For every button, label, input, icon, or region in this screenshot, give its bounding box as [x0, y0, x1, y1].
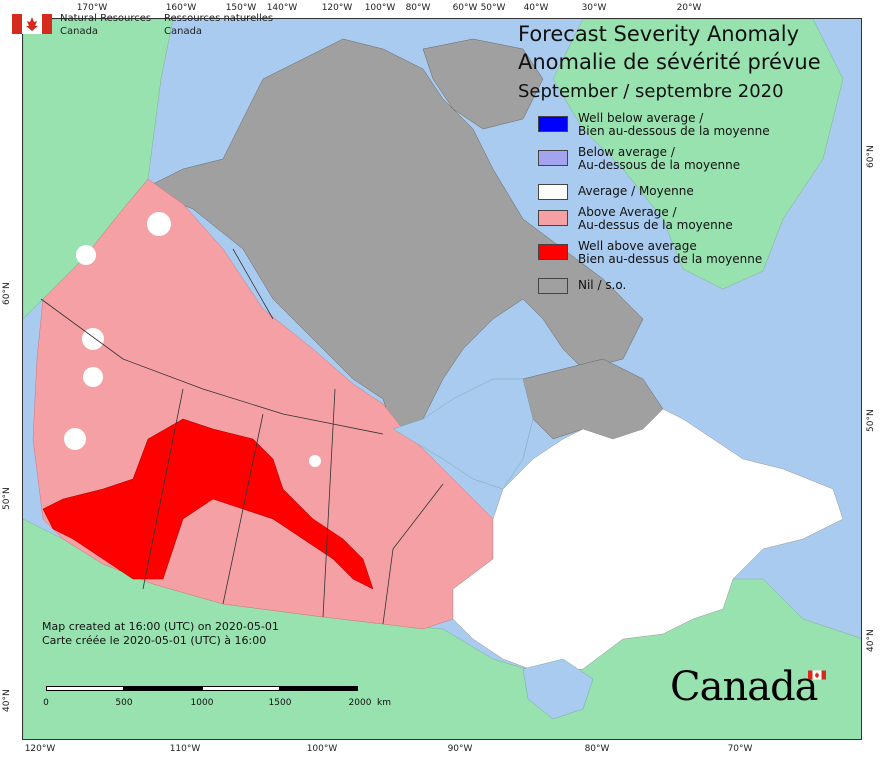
top-tick-label: 40°W — [523, 3, 549, 13]
legend-label: Nil / s.o. — [578, 278, 627, 292]
legend-label: Below average / Au-dessous de la moyenne — [578, 145, 741, 172]
scale-bar: 0 500 1000 1500 2000 km — [24, 686, 391, 716]
department-header: Natural Resources Canada Ressources natu… — [12, 12, 312, 42]
bottom-tick-label: 100°W — [306, 744, 338, 754]
bottom-tick-label: 70°W — [727, 744, 753, 754]
scale-segment — [46, 686, 124, 691]
nil-region-baffin — [422, 38, 544, 130]
top-tick-label: 80°W — [405, 3, 431, 13]
legend-item: Well above average Bien au-dessus de la m… — [538, 240, 838, 274]
department-english-line: Canada — [60, 26, 99, 37]
legend-item: Above Average / Au-dessus de la moyenne — [538, 206, 838, 240]
department-french-line: Ressources naturelles — [164, 13, 274, 24]
average-region — [452, 408, 844, 675]
scale-unit: km — [377, 698, 391, 708]
top-tick-label: 50°W — [480, 3, 506, 13]
legend: Well below average / Bien au-dessous de l… — [538, 112, 838, 300]
department-french-line: Canada — [164, 26, 203, 37]
legend-item: Average / Moyenne — [538, 180, 838, 206]
legend-swatch — [538, 116, 568, 132]
legend-swatch — [538, 184, 568, 200]
scale-label: 500 — [115, 698, 133, 708]
legend-swatch — [538, 210, 568, 226]
nil-region-labrador — [522, 358, 664, 440]
legend-item: Well below average / Bien au-dessous de l… — [538, 112, 838, 146]
legend-label: Average / Moyenne — [578, 184, 694, 198]
department-english-line: Natural Resources — [60, 13, 152, 24]
bottom-tick-label: 120°W — [24, 744, 56, 754]
title-english: Forecast Severity Anomaly — [518, 22, 800, 46]
top-tick-label: 100°W — [364, 3, 396, 13]
canada-wordmark: Canada — [670, 664, 819, 710]
legend-swatch — [538, 244, 568, 260]
left-tick-label: 40°N — [2, 689, 12, 712]
credit-french: Carte créée le 2020-05-01 (UTC) à 16:00 — [42, 634, 267, 647]
title-period: September / septembre 2020 — [518, 81, 784, 102]
hudson-bay — [392, 378, 534, 490]
scale-label: 1000 — [190, 698, 214, 708]
top-tick-label: 160°W — [165, 3, 197, 13]
right-tick-label: 60°N — [866, 145, 876, 168]
map-canvas — [22, 18, 862, 740]
scale-segment — [202, 686, 280, 691]
average-patch — [147, 212, 171, 236]
provincial-boundaries — [40, 248, 444, 625]
legend-item: Below average / Au-dessous de la moyenne — [538, 146, 838, 180]
bottom-tick-label: 80°W — [584, 744, 610, 754]
average-patch — [64, 428, 86, 450]
great-lakes — [522, 658, 594, 720]
top-tick-label: 170°W — [76, 3, 108, 13]
legend-label: Above Average / Au-dessus de la moyenne — [578, 205, 733, 232]
top-tick-label: 20°W — [676, 3, 702, 13]
greenland-land — [552, 19, 844, 290]
average-patch — [309, 455, 321, 467]
well-above-average-region — [42, 418, 374, 590]
top-tick-label: 120°W — [321, 3, 353, 13]
scale-label: 1500 — [268, 698, 292, 708]
legend-swatch — [538, 278, 568, 294]
department-name-french: Ressources naturelles Canada — [164, 12, 273, 38]
average-patch — [76, 245, 96, 265]
scale-segment — [124, 686, 202, 691]
scale-label: 0 — [43, 698, 49, 708]
scale-label: 2000 — [348, 698, 372, 708]
legend-item: Nil / s.o. — [538, 274, 838, 300]
bottom-tick-label: 90°W — [447, 744, 473, 754]
map-credits: Map created at 16:00 (UTC) on 2020-05-01… — [42, 620, 279, 648]
left-tick-label: 50°N — [2, 487, 12, 510]
department-name-english: Natural Resources Canada — [60, 12, 151, 38]
right-tick-label: 40°N — [866, 629, 876, 652]
top-tick-label: 30°W — [581, 3, 607, 13]
bottom-tick-label: 110°W — [169, 744, 201, 754]
credit-english: Map created at 16:00 (UTC) on 2020-05-01 — [42, 620, 279, 633]
map-svg — [23, 19, 861, 739]
top-tick-label: 150°W — [225, 3, 257, 13]
legend-swatch — [538, 150, 568, 166]
canada-flag-icon — [12, 14, 52, 34]
top-tick-label: 60°W — [452, 3, 478, 13]
legend-label: Well above average Bien au-dessus de la m… — [578, 239, 763, 266]
top-tick-label: 140°W — [266, 3, 298, 13]
legend-label: Well below average / Bien au-dessous de l… — [578, 111, 770, 138]
title-french: Anomalie de sévérité prévue — [518, 50, 821, 74]
average-patch — [83, 367, 103, 387]
left-tick-label: 60°N — [2, 282, 12, 305]
right-tick-label: 50°N — [866, 409, 876, 432]
map-title: Forecast Severity Anomaly Anomalie de sé… — [518, 20, 838, 106]
wordmark-flag-icon — [808, 670, 826, 680]
scale-segment — [280, 686, 358, 691]
nil-region-arctic — [142, 38, 644, 430]
